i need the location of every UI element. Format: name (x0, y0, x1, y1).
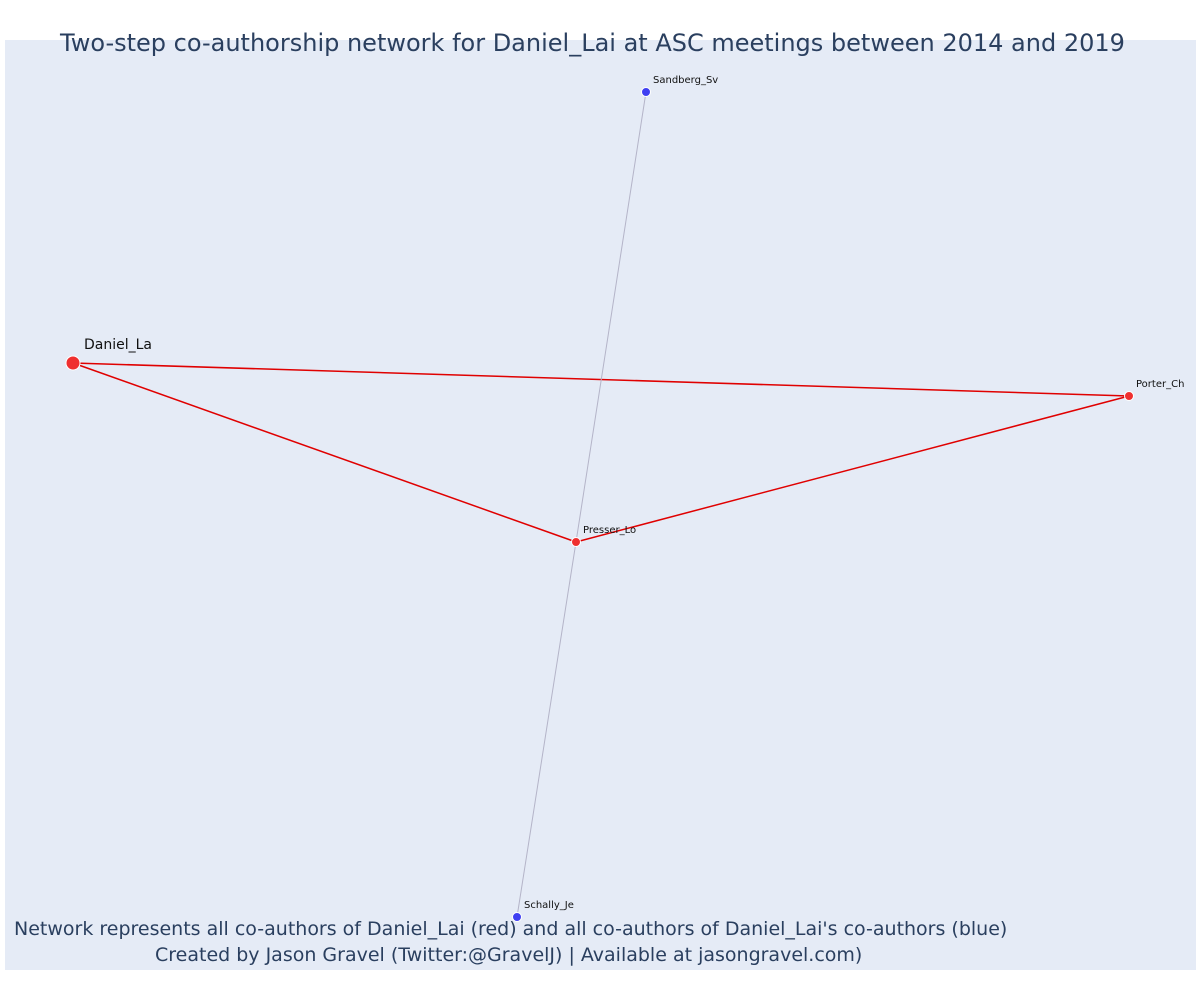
node-label-Daniel_La: Daniel_La (84, 337, 152, 353)
node-label-Porter_Ch: Porter_Ch (1136, 379, 1184, 390)
node-label-Sandberg_Sv: Sandberg_Sv (653, 75, 718, 86)
caption-line-1: Network represents all co-authors of Dan… (14, 918, 1008, 940)
edge-Sandberg_Sv-Presser_Lo (575, 91, 647, 543)
edge-Presser_Lo-Schally_Je (516, 541, 577, 918)
node-layer (65, 87, 1134, 922)
label-layer: Daniel_La Porter_Ch Presser_Lo Sandberg_Sv S… (84, 75, 1184, 911)
node-Presser_Lo[interactable] (571, 537, 581, 547)
node-Sandberg_Sv[interactable] (641, 87, 651, 97)
edge-Presser_Lo-Porter_Ch (575, 395, 1130, 543)
node-Porter_Ch[interactable] (1124, 391, 1134, 401)
node-Schally_Je[interactable] (512, 912, 522, 922)
node-label-Schally_Je: Schally_Je (524, 900, 574, 911)
edge-Daniel_La-Presser_Lo (72, 362, 577, 543)
caption-line-2: Created by Jason Gravel (Twitter:@Gravel… (155, 944, 863, 966)
chart-title: Two-step co-authorship network for Danie… (60, 29, 1125, 57)
edge-layer (72, 91, 1130, 918)
node-Daniel_La[interactable] (65, 355, 81, 371)
node-label-Presser_Lo: Presser_Lo (583, 525, 636, 536)
plot-background (5, 40, 1196, 970)
